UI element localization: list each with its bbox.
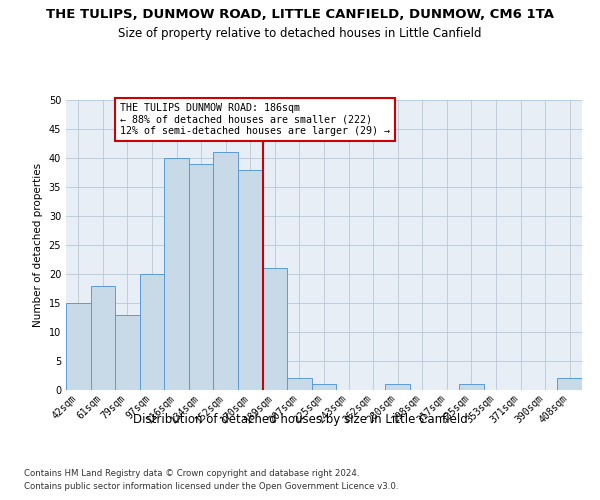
Text: THE TULIPS, DUNMOW ROAD, LITTLE CANFIELD, DUNMOW, CM6 1TA: THE TULIPS, DUNMOW ROAD, LITTLE CANFIELD… (46, 8, 554, 20)
Bar (557, 378, 582, 390)
Bar (214, 152, 238, 390)
Bar (312, 384, 336, 390)
Bar (385, 384, 410, 390)
Text: Contains HM Land Registry data © Crown copyright and database right 2024.: Contains HM Land Registry data © Crown c… (24, 468, 359, 477)
Bar (263, 268, 287, 390)
Bar (189, 164, 214, 390)
Text: Size of property relative to detached houses in Little Canfield: Size of property relative to detached ho… (118, 28, 482, 40)
Bar (66, 303, 91, 390)
Text: Contains public sector information licensed under the Open Government Licence v3: Contains public sector information licen… (24, 482, 398, 491)
Bar (140, 274, 164, 390)
Bar (459, 384, 484, 390)
Bar (115, 314, 140, 390)
Text: Distribution of detached houses by size in Little Canfield: Distribution of detached houses by size … (133, 412, 467, 426)
Bar (164, 158, 189, 390)
Text: THE TULIPS DUNMOW ROAD: 186sqm
← 88% of detached houses are smaller (222)
12% of: THE TULIPS DUNMOW ROAD: 186sqm ← 88% of … (120, 103, 390, 136)
Bar (91, 286, 115, 390)
Bar (287, 378, 312, 390)
Y-axis label: Number of detached properties: Number of detached properties (33, 163, 43, 327)
Bar (238, 170, 263, 390)
